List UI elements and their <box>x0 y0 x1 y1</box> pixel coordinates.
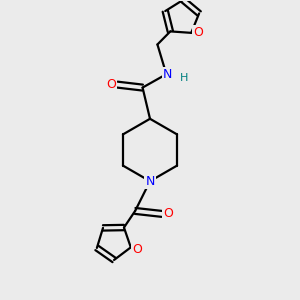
Text: N: N <box>163 68 172 81</box>
Text: O: O <box>193 26 203 39</box>
Text: H: H <box>179 73 188 83</box>
Text: O: O <box>106 78 116 91</box>
Text: O: O <box>164 207 173 220</box>
Text: N: N <box>145 175 155 188</box>
Text: O: O <box>132 243 142 256</box>
